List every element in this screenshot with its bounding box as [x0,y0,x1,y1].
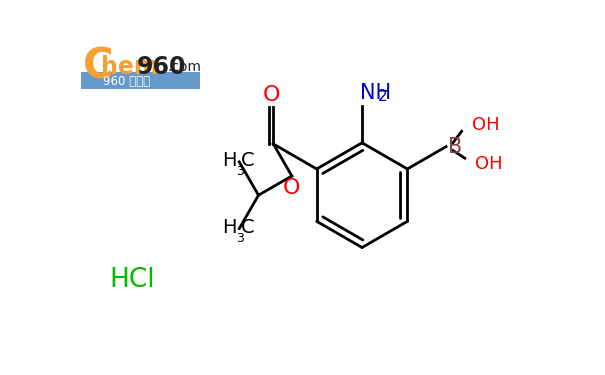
Text: 960: 960 [137,54,186,78]
Text: B: B [448,136,462,157]
Text: 2: 2 [378,89,387,104]
Text: C: C [241,151,254,170]
Text: O: O [283,178,300,198]
FancyBboxPatch shape [81,72,200,89]
Text: H: H [221,217,236,237]
Text: C: C [82,45,113,87]
Text: 960 化工网: 960 化工网 [102,75,149,88]
Text: NH: NH [361,83,391,103]
Text: OH: OH [472,116,499,134]
Text: 3: 3 [236,232,244,244]
Text: 3: 3 [236,165,244,178]
Text: O: O [263,85,280,105]
Text: C: C [241,217,254,237]
Text: hem: hem [101,54,159,78]
Text: H: H [221,151,236,170]
Text: OH: OH [475,154,503,172]
Text: .com: .com [168,60,202,74]
Text: HCl: HCl [110,267,155,293]
